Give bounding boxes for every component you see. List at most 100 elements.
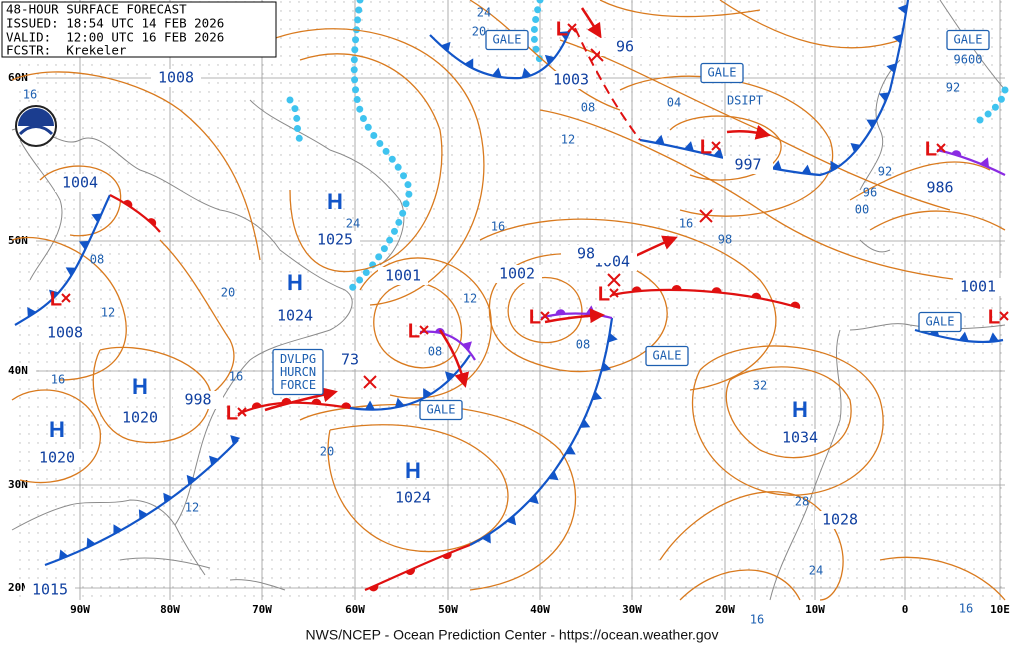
front-symbol [163,492,173,503]
low-pressure: 1008 [47,324,83,342]
low-symbol: L [925,138,937,160]
pressure-label-box [173,391,223,409]
low-pressure: 998 [184,391,211,409]
front-symbol [528,494,539,504]
isobar-label: 16 [51,373,65,387]
front-symbol [48,289,59,300]
low-symbol: L [700,136,712,158]
isobar-label: 96 [863,186,877,200]
front-symbol [59,549,69,560]
isobar-label: 16 [23,88,37,102]
low-pressure: 1004 [62,174,98,192]
low-pressure: 1003 [553,71,589,89]
warning-label: GALE [954,33,983,47]
warning-label: DVLPG HURCN FORCE [280,352,316,392]
front-symbol [78,240,90,250]
pressure-label-box [325,351,375,369]
front-symbol [979,157,990,168]
warning-box [645,345,689,367]
isobar-label: 00 [855,203,869,217]
warning-label: GALE [493,33,522,47]
front-symbol [461,341,472,352]
front-symbol [866,119,877,129]
isobar-label: 16 [750,613,764,627]
low-symbol: L [556,18,568,40]
front-symbol [506,515,517,526]
isobar-label: 12 [185,501,199,515]
isobar-label: 20 [221,286,235,300]
front-symbol [684,141,694,151]
front-symbol [186,474,197,486]
latitude-label: 40N [8,364,28,377]
pressure-label-box [151,69,201,87]
pressure-label-box [915,179,965,197]
cold-front [429,29,572,80]
ice-edge [286,0,414,294]
warning-box [272,348,324,396]
high-symbol: H [405,458,421,483]
low-pressure: 98 [577,245,595,263]
low-symbol: L [988,306,1000,328]
pressure-label-box [115,409,165,427]
front-symbol [91,213,102,223]
longitude-label: 10E [990,603,1010,616]
warning-box [700,62,744,84]
front-symbol [790,301,801,309]
isobar-label: 08 [576,338,590,352]
front-symbol [892,33,903,44]
isobar-label: 24 [346,217,360,231]
front-symbol [771,160,782,171]
isobar-label: 24 [809,564,823,578]
front-symbol [654,134,665,145]
isobar-label: 08 [428,345,442,359]
front-symbol [341,402,352,409]
isobar-label: 92 [946,81,960,95]
pressure-label-box [723,156,773,174]
isobar-label: 20 [320,445,334,459]
low-pressure: 73 [341,351,359,369]
front-symbol [951,150,962,157]
coastlines [11,0,1006,601]
isobar-label: 16 [959,602,973,616]
low-cross [419,325,429,335]
isobar-label: 12 [101,306,115,320]
front-symbol [123,199,133,208]
pressure-label-box [815,511,865,529]
isobar-label: 98 [718,233,732,247]
front-symbol [464,58,474,69]
warning-box [918,311,962,333]
low-cross [567,23,577,33]
warning-box [419,399,463,421]
pressure-label-box [32,449,82,467]
map-background [12,0,1005,600]
warning-label: GALE [926,315,955,329]
front-symbol [565,445,576,455]
low-symbol: L [598,283,610,305]
front-symbol [579,418,591,428]
front-symbol [251,402,262,409]
dissipating-front [574,27,641,141]
noaa-logo [15,105,57,147]
low-pressure: 1008 [158,69,194,87]
isobar-label: 16 [229,370,243,384]
low-pressure: 986 [926,179,953,197]
longitude-label: 60W [345,603,365,616]
longitude-label: 50W [438,603,458,616]
latitude-label: 30N [8,478,28,491]
longitude-label: 20W [715,603,735,616]
high-symbol: H [132,374,148,399]
pressure-label-box [388,489,438,507]
front-symbol [601,362,612,372]
isobar-label: 08 [90,253,104,267]
cold-front [639,0,910,177]
front-symbol [208,455,219,466]
front-symbol [368,584,379,592]
front-symbol [555,309,566,315]
isobar-label: 12 [463,292,477,306]
high-pressure: 1020 [122,409,158,427]
longitude-label: 40W [530,603,550,616]
front-symbol [147,218,157,227]
low-cross [540,311,550,321]
front-symbol [444,371,455,382]
